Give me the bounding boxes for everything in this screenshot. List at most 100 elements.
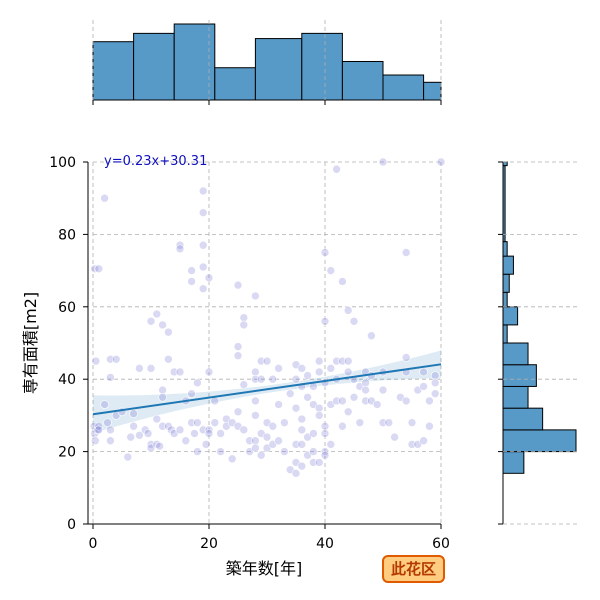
scatter-point — [419, 382, 428, 391]
scatter-point — [407, 418, 417, 427]
scatter-point — [233, 351, 243, 360]
y-tick-label: 40 — [58, 372, 76, 388]
scatter-point — [297, 461, 307, 471]
top-hist-bar — [341, 60, 384, 101]
scatter-point — [129, 409, 138, 418]
right-hist-bar — [502, 306, 519, 326]
scatter-point — [268, 374, 278, 384]
scatter-point — [175, 240, 185, 250]
scatter-point — [343, 367, 353, 377]
scatter-point — [326, 266, 336, 275]
scatter-point — [314, 356, 324, 366]
scatter-point — [430, 378, 440, 388]
scatter-point — [239, 380, 249, 389]
scatter-point — [378, 385, 388, 395]
scatter-point — [314, 411, 324, 420]
scatter-point — [343, 306, 353, 315]
scatter-point — [256, 450, 266, 460]
scatter-point — [135, 431, 144, 440]
right-hist-bar — [502, 407, 544, 431]
scatter-point — [274, 400, 283, 409]
scatter-point — [378, 157, 388, 167]
scatter-point — [343, 407, 353, 417]
scatter-point — [262, 356, 272, 366]
x-tick-label: 0 — [89, 536, 98, 552]
scatter-point — [239, 313, 249, 322]
scatter-point — [198, 186, 208, 196]
scatter-point — [233, 407, 243, 417]
scatter-point — [251, 411, 260, 420]
scatter-point — [198, 262, 208, 272]
y-ticks: 0 20 40 60 80 100 — [49, 155, 88, 533]
scatter-point — [338, 277, 347, 286]
scatter-point — [187, 266, 196, 275]
scatter-point — [251, 291, 260, 301]
scatter-point — [291, 403, 301, 413]
scatter-point — [164, 327, 173, 337]
right-hist-bar — [502, 241, 508, 257]
scatter-point — [262, 432, 272, 442]
scatter-point — [291, 469, 301, 478]
district-badge: 此花区 — [382, 555, 445, 583]
scatter-point — [419, 367, 428, 377]
scatter-point — [309, 429, 318, 438]
scatter-point — [164, 354, 173, 364]
top-hist-bar — [301, 32, 343, 101]
scatter-point — [430, 389, 440, 398]
scatter-point — [152, 414, 162, 424]
scatter-point — [338, 421, 347, 431]
scatter-point — [280, 418, 289, 427]
scatter-point — [297, 425, 307, 435]
scatter-point — [297, 414, 307, 424]
top-hist-bar — [173, 23, 216, 101]
y-axis-title: 専有面積[m2] — [21, 292, 40, 394]
scatter-point — [175, 244, 185, 254]
scatter-point — [361, 385, 370, 395]
scatter-point — [152, 309, 162, 319]
scatter-point — [291, 374, 301, 384]
x-axis-title: 築年数[年] — [226, 559, 303, 578]
scatter-point — [314, 403, 324, 413]
y-tick-label: 100 — [49, 155, 76, 171]
scatter-point — [233, 280, 243, 290]
scatter-point — [326, 364, 336, 373]
scatter-point — [204, 367, 214, 377]
right-hist-bar — [502, 273, 510, 293]
scatter-point — [436, 157, 446, 167]
scatter-point — [239, 320, 249, 330]
scatter-point — [158, 320, 167, 330]
scatter-point — [175, 425, 185, 435]
scatter-point — [251, 436, 260, 446]
scatter-point — [89, 421, 99, 431]
scatter-point — [367, 331, 376, 341]
scatter-point — [233, 342, 243, 351]
y-tick-label: 60 — [58, 300, 76, 316]
right-hist-bar — [502, 324, 508, 344]
scatter-point — [314, 367, 324, 377]
scatter-point — [425, 421, 434, 431]
scatter-point — [320, 450, 330, 460]
scatter-point — [204, 425, 214, 435]
scatter-point — [129, 421, 138, 431]
scatter-point — [280, 447, 289, 456]
scatter-point — [204, 429, 214, 438]
scatter-point — [201, 440, 211, 449]
gridlines — [92, 161, 442, 525]
scatter-point — [106, 373, 115, 382]
scatter-point — [135, 364, 144, 373]
scatter-point — [158, 392, 167, 402]
scatter-point — [190, 429, 199, 438]
scatter-point — [303, 392, 312, 402]
district-badge-label: 此花区 — [391, 560, 436, 578]
y-tick-label: 80 — [58, 227, 76, 243]
scatter-point — [320, 248, 330, 257]
scatter-point — [158, 385, 167, 395]
right-marginal-histogram — [502, 161, 577, 474]
scatter-point — [204, 273, 214, 283]
scatter-point — [419, 436, 428, 446]
right-hist-ticks — [498, 161, 578, 525]
scatter-point — [251, 367, 260, 377]
scatter-point — [143, 429, 153, 438]
scatter-point — [187, 389, 196, 398]
scatter-point — [320, 421, 330, 431]
